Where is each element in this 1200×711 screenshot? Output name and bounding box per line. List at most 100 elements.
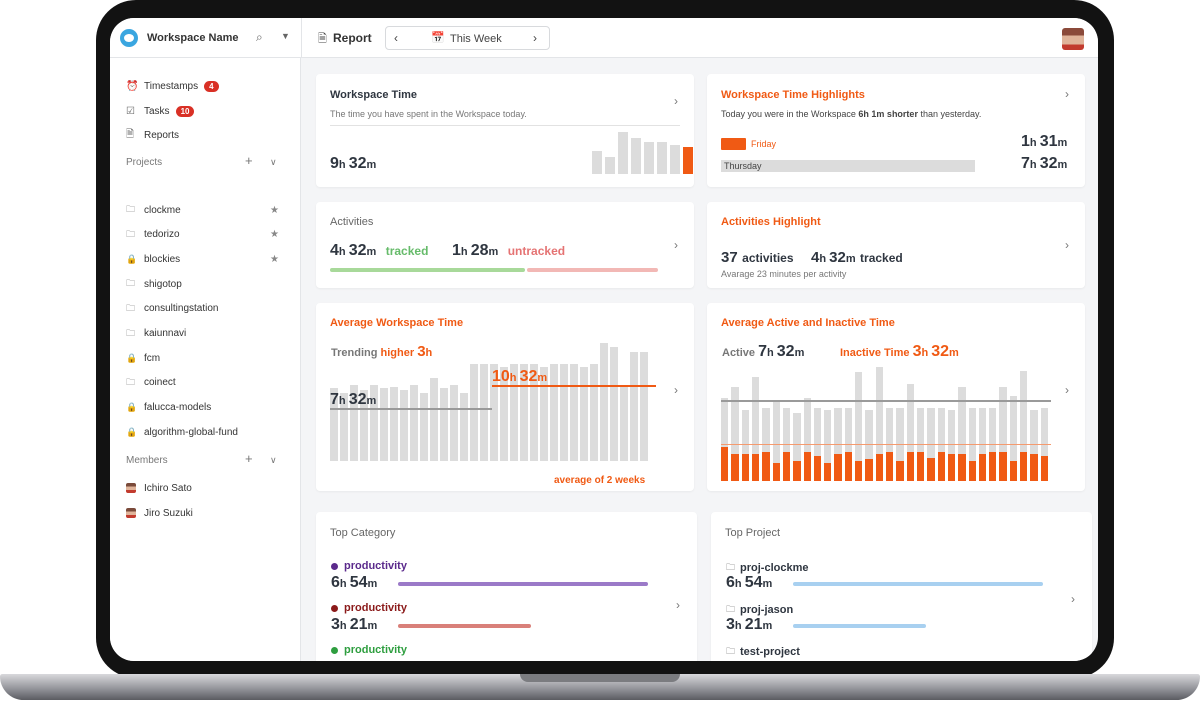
chart-bar <box>450 385 458 461</box>
add-project-icon[interactable]: + <box>245 153 253 168</box>
chart-bar <box>510 364 518 461</box>
inactive-bar <box>782 452 791 481</box>
chevron-right-icon[interactable]: › <box>1071 592 1075 606</box>
sidebar-item-project[interactable]: 🗀 coinect <box>126 375 286 391</box>
top-category-card[interactable]: Top Category productivity 6h 54m productiv… <box>316 512 697 661</box>
sidebar-item-project[interactable]: 🗀 clockme ★ <box>126 202 286 218</box>
inactive-bar <box>865 459 873 481</box>
workspace-logo[interactable] <box>120 29 138 47</box>
active-inactive-chart <box>721 361 1051 481</box>
inactive-bar <box>772 463 780 481</box>
star-icon[interactable]: ★ <box>270 253 279 265</box>
average-workspace-time-card[interactable]: Average Workspace Time Trending higher 3… <box>316 303 694 491</box>
sidebar-item-tasks[interactable]: ☑ Tasks 10 <box>126 103 195 119</box>
active-bar <box>875 367 883 481</box>
sidebar-item-project[interactable]: 🔒 falucca-models <box>126 400 286 416</box>
chevron-down-icon[interactable]: ∨ <box>270 157 277 167</box>
folder-icon: 🗀 <box>126 278 136 289</box>
inactive-value: Inactive Time 3h 32m <box>840 343 959 360</box>
sidebar-item-project[interactable]: 🗀 tedorizo ★ <box>126 227 286 243</box>
sidebar-item-project[interactable]: 🗀 kaiunnavi <box>126 326 286 342</box>
activities-card[interactable]: Activities 4h 32m tracked 1h 28m untrack… <box>316 202 694 288</box>
inactive-bar <box>875 454 883 481</box>
chevron-right-icon[interactable]: › <box>1065 87 1069 101</box>
chart-bar <box>570 364 578 461</box>
active-inactive-time-card[interactable]: Average Active and Inactive Time Active … <box>707 303 1085 491</box>
chevron-right-icon[interactable]: › <box>1065 238 1069 252</box>
today-label: Friday <box>751 139 777 149</box>
chevron-right-icon[interactable]: › <box>674 238 678 252</box>
projects-section-title: Projects <box>126 157 163 168</box>
sidebar-item-label: consultingstation <box>144 303 219 315</box>
inactive-bar <box>721 447 729 481</box>
project-item[interactable]: 🗀 proj-clockme <box>726 560 808 576</box>
project-item[interactable]: 🗀 proj-jason <box>726 602 793 618</box>
category-item[interactable]: productivity <box>331 560 407 572</box>
top-project-card[interactable]: Top Project 🗀 proj-clockme 6h 54m 🗀 proj-jas… <box>711 512 1092 661</box>
chart-bar <box>490 364 498 461</box>
sidebar-item-project[interactable]: 🔒 fcm <box>126 350 286 366</box>
week-label[interactable]: This Week <box>450 33 502 45</box>
star-icon[interactable]: ★ <box>270 204 279 216</box>
chart-bar <box>590 364 598 461</box>
workspace-time-card[interactable]: Workspace Time The time you have spent i… <box>316 74 694 187</box>
prev-week-button[interactable]: ‹ <box>394 31 398 45</box>
sidebar-item-project[interactable]: 🔒 blockies ★ <box>126 251 286 267</box>
add-member-icon[interactable]: + <box>245 451 253 466</box>
inactive-bar <box>834 454 842 481</box>
chevron-right-icon[interactable]: › <box>676 598 680 612</box>
chart-bar <box>605 157 615 174</box>
category-item[interactable]: productivity <box>331 644 407 656</box>
category-label: productivity <box>344 602 407 614</box>
chevron-down-icon[interactable]: ▼ <box>281 31 290 41</box>
workspace-time-highlights-card[interactable]: Workspace Time Highlights Today you were… <box>707 74 1085 187</box>
card-title: Top Category <box>330 527 396 539</box>
sidebar-item-project[interactable]: 🔒 algorithm-global-fund <box>126 424 286 440</box>
sidebar-item-timestamps[interactable]: ⏰ Timestamps 4 <box>126 78 219 94</box>
card-title: Top Project <box>725 527 781 539</box>
lock-icon: 🔒 <box>126 352 138 363</box>
category-time: 3h 21m <box>331 616 378 633</box>
chart-bar <box>530 364 538 461</box>
project-time: 6h 54m <box>726 574 773 591</box>
sidebar-item-reports[interactable]: 🗎 Reports <box>126 127 179 143</box>
chart-bar <box>360 390 368 461</box>
active-bar <box>772 401 780 481</box>
week-selector[interactable]: ‹ 📅 This Week › <box>385 26 550 50</box>
project-label: proj-clockme <box>740 562 809 574</box>
folder-icon: 🗀 <box>126 204 136 214</box>
member-item[interactable]: Ichiro Sato <box>126 480 192 496</box>
inactive-bar <box>896 461 904 481</box>
card-title: Average Active and Inactive Time <box>721 317 895 329</box>
workspace-name[interactable]: Workspace Name <box>147 32 239 44</box>
chart-bar <box>420 393 428 461</box>
lock-icon: 🔒 <box>126 253 138 264</box>
active-bar <box>855 372 863 481</box>
chart-bar <box>520 364 528 461</box>
project-item[interactable]: 🗀 test-project <box>726 644 800 660</box>
chevron-down-icon[interactable]: ∨ <box>270 455 277 465</box>
inactive-bar <box>793 461 801 481</box>
category-time: 6h 54m <box>331 574 378 591</box>
report-title[interactable]: Report <box>333 31 372 45</box>
sidebar-item-label: clockme <box>144 204 181 216</box>
sidebar-item-label: shigotop <box>144 278 182 290</box>
sidebar-item-project[interactable]: 🗀 shigotop <box>126 276 286 292</box>
sidebar-item-label: Timestamps <box>144 80 199 92</box>
chart-bar <box>410 385 418 461</box>
next-week-button[interactable]: › <box>533 31 537 45</box>
chevron-right-icon[interactable]: › <box>674 383 678 397</box>
alarm-icon: ⏰ <box>126 80 139 92</box>
chevron-right-icon[interactable]: › <box>1065 383 1069 397</box>
activities-highlight-card[interactable]: Activities Highlight 37 activities 4h 32… <box>707 202 1085 288</box>
chevron-right-icon[interactable]: › <box>674 94 678 108</box>
card-title: Workspace Time <box>330 89 418 101</box>
search-icon[interactable]: ⌕ <box>256 30 263 44</box>
user-avatar[interactable] <box>1062 28 1084 50</box>
member-item[interactable]: Jiro Suzuki <box>126 505 193 521</box>
card-title: Workspace Time Highlights <box>721 89 865 101</box>
active-bar <box>793 413 801 481</box>
category-item[interactable]: productivity <box>331 602 407 614</box>
sidebar-item-project[interactable]: 🗀 consultingstation <box>126 301 286 317</box>
star-icon[interactable]: ★ <box>270 229 279 241</box>
